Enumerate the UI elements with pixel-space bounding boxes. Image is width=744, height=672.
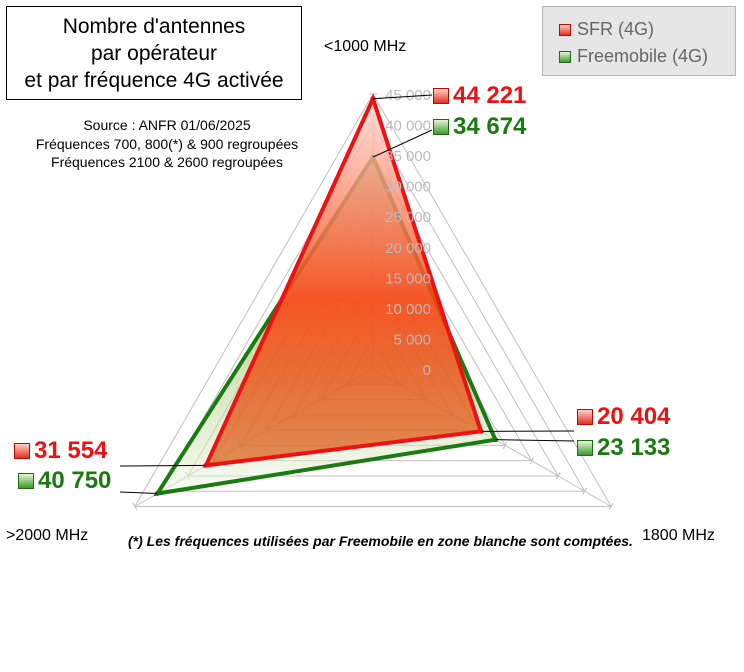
source-note: Source : ANFR 01/06/2025 Fréquences 700,… xyxy=(35,117,299,170)
sfr-swatch-icon xyxy=(577,409,593,425)
radial-tick-labels: 0 5 000 10 000 15 000 20 000 25 000 30 000 35 0… xyxy=(385,87,431,379)
value-label-sfr-high: 31 554 xyxy=(14,438,107,464)
radial-tick-label: 45 000 xyxy=(385,87,431,104)
value-text: 34 674 xyxy=(453,113,527,140)
leader-line xyxy=(372,94,433,100)
free-swatch-icon xyxy=(559,50,571,63)
leader-line xyxy=(119,464,207,467)
value-label-sfr-low: 44 221 xyxy=(433,83,526,109)
value-label-free-mid: 23 133 xyxy=(577,435,670,461)
radial-tick-label: 30 000 xyxy=(385,179,431,196)
leader-line xyxy=(495,439,575,442)
radial-tick-label: 0 xyxy=(423,362,431,379)
radial-tick-label: 10 000 xyxy=(385,301,431,318)
axis-tick xyxy=(132,502,138,511)
grid-ring xyxy=(133,92,613,507)
chart-title: Nombre d'antennes par opérateur et par f… xyxy=(6,6,302,100)
legend-item-sfr: SFR (4G) xyxy=(559,19,654,40)
value-text: 31 554 xyxy=(34,437,108,464)
radial-tick-label: 35 000 xyxy=(385,148,431,165)
radial-tick-label: 40 000 xyxy=(385,118,431,135)
radial-tick-label: 15 000 xyxy=(385,270,431,287)
free-swatch-icon xyxy=(433,119,449,135)
footnote: (*) Les fréquences utilisées par Freemob… xyxy=(128,533,633,549)
value-text: 44 221 xyxy=(453,82,527,109)
axis-tick xyxy=(529,456,535,465)
legend: SFR (4G) Freemobile (4G) xyxy=(542,6,736,76)
radial-tick-label: 25 000 xyxy=(385,209,431,226)
legend-item-free: Freemobile (4G) xyxy=(559,46,708,67)
value-label-free-low: 34 674 xyxy=(433,114,526,140)
axis-tick xyxy=(608,502,614,511)
leader-lines xyxy=(119,94,575,495)
legend-label-sfr: SFR (4G) xyxy=(577,19,655,39)
sfr-swatch-icon xyxy=(14,443,30,459)
value-text: 23 133 xyxy=(597,434,671,461)
axis-label-mid: 1800 MHz xyxy=(642,527,715,544)
legend-label-free: Freemobile (4G) xyxy=(577,46,709,66)
axis-tick xyxy=(582,487,588,495)
leader-line xyxy=(372,129,433,158)
axis-label-low: <1000 MHz xyxy=(324,38,407,55)
free-swatch-icon xyxy=(577,440,593,456)
grid-ring xyxy=(160,123,586,492)
sfr-swatch-icon xyxy=(559,23,571,36)
radial-tick-label: 5 000 xyxy=(393,331,431,348)
value-label-free-high: 40 750 xyxy=(18,468,111,494)
value-label-sfr-mid: 20 404 xyxy=(577,404,670,430)
sfr-swatch-icon xyxy=(433,88,449,104)
axis-tick xyxy=(502,441,508,450)
radar-series xyxy=(153,93,499,497)
axis-label-high: >2000 MHz xyxy=(6,527,89,544)
radial-tick-label: 20 000 xyxy=(385,240,431,257)
value-text: 40 750 xyxy=(38,467,112,494)
free-swatch-icon xyxy=(18,473,34,489)
value-text: 20 404 xyxy=(597,403,671,430)
series-sfr xyxy=(202,93,484,468)
leader-line xyxy=(119,491,158,495)
axis-tick xyxy=(555,472,561,480)
